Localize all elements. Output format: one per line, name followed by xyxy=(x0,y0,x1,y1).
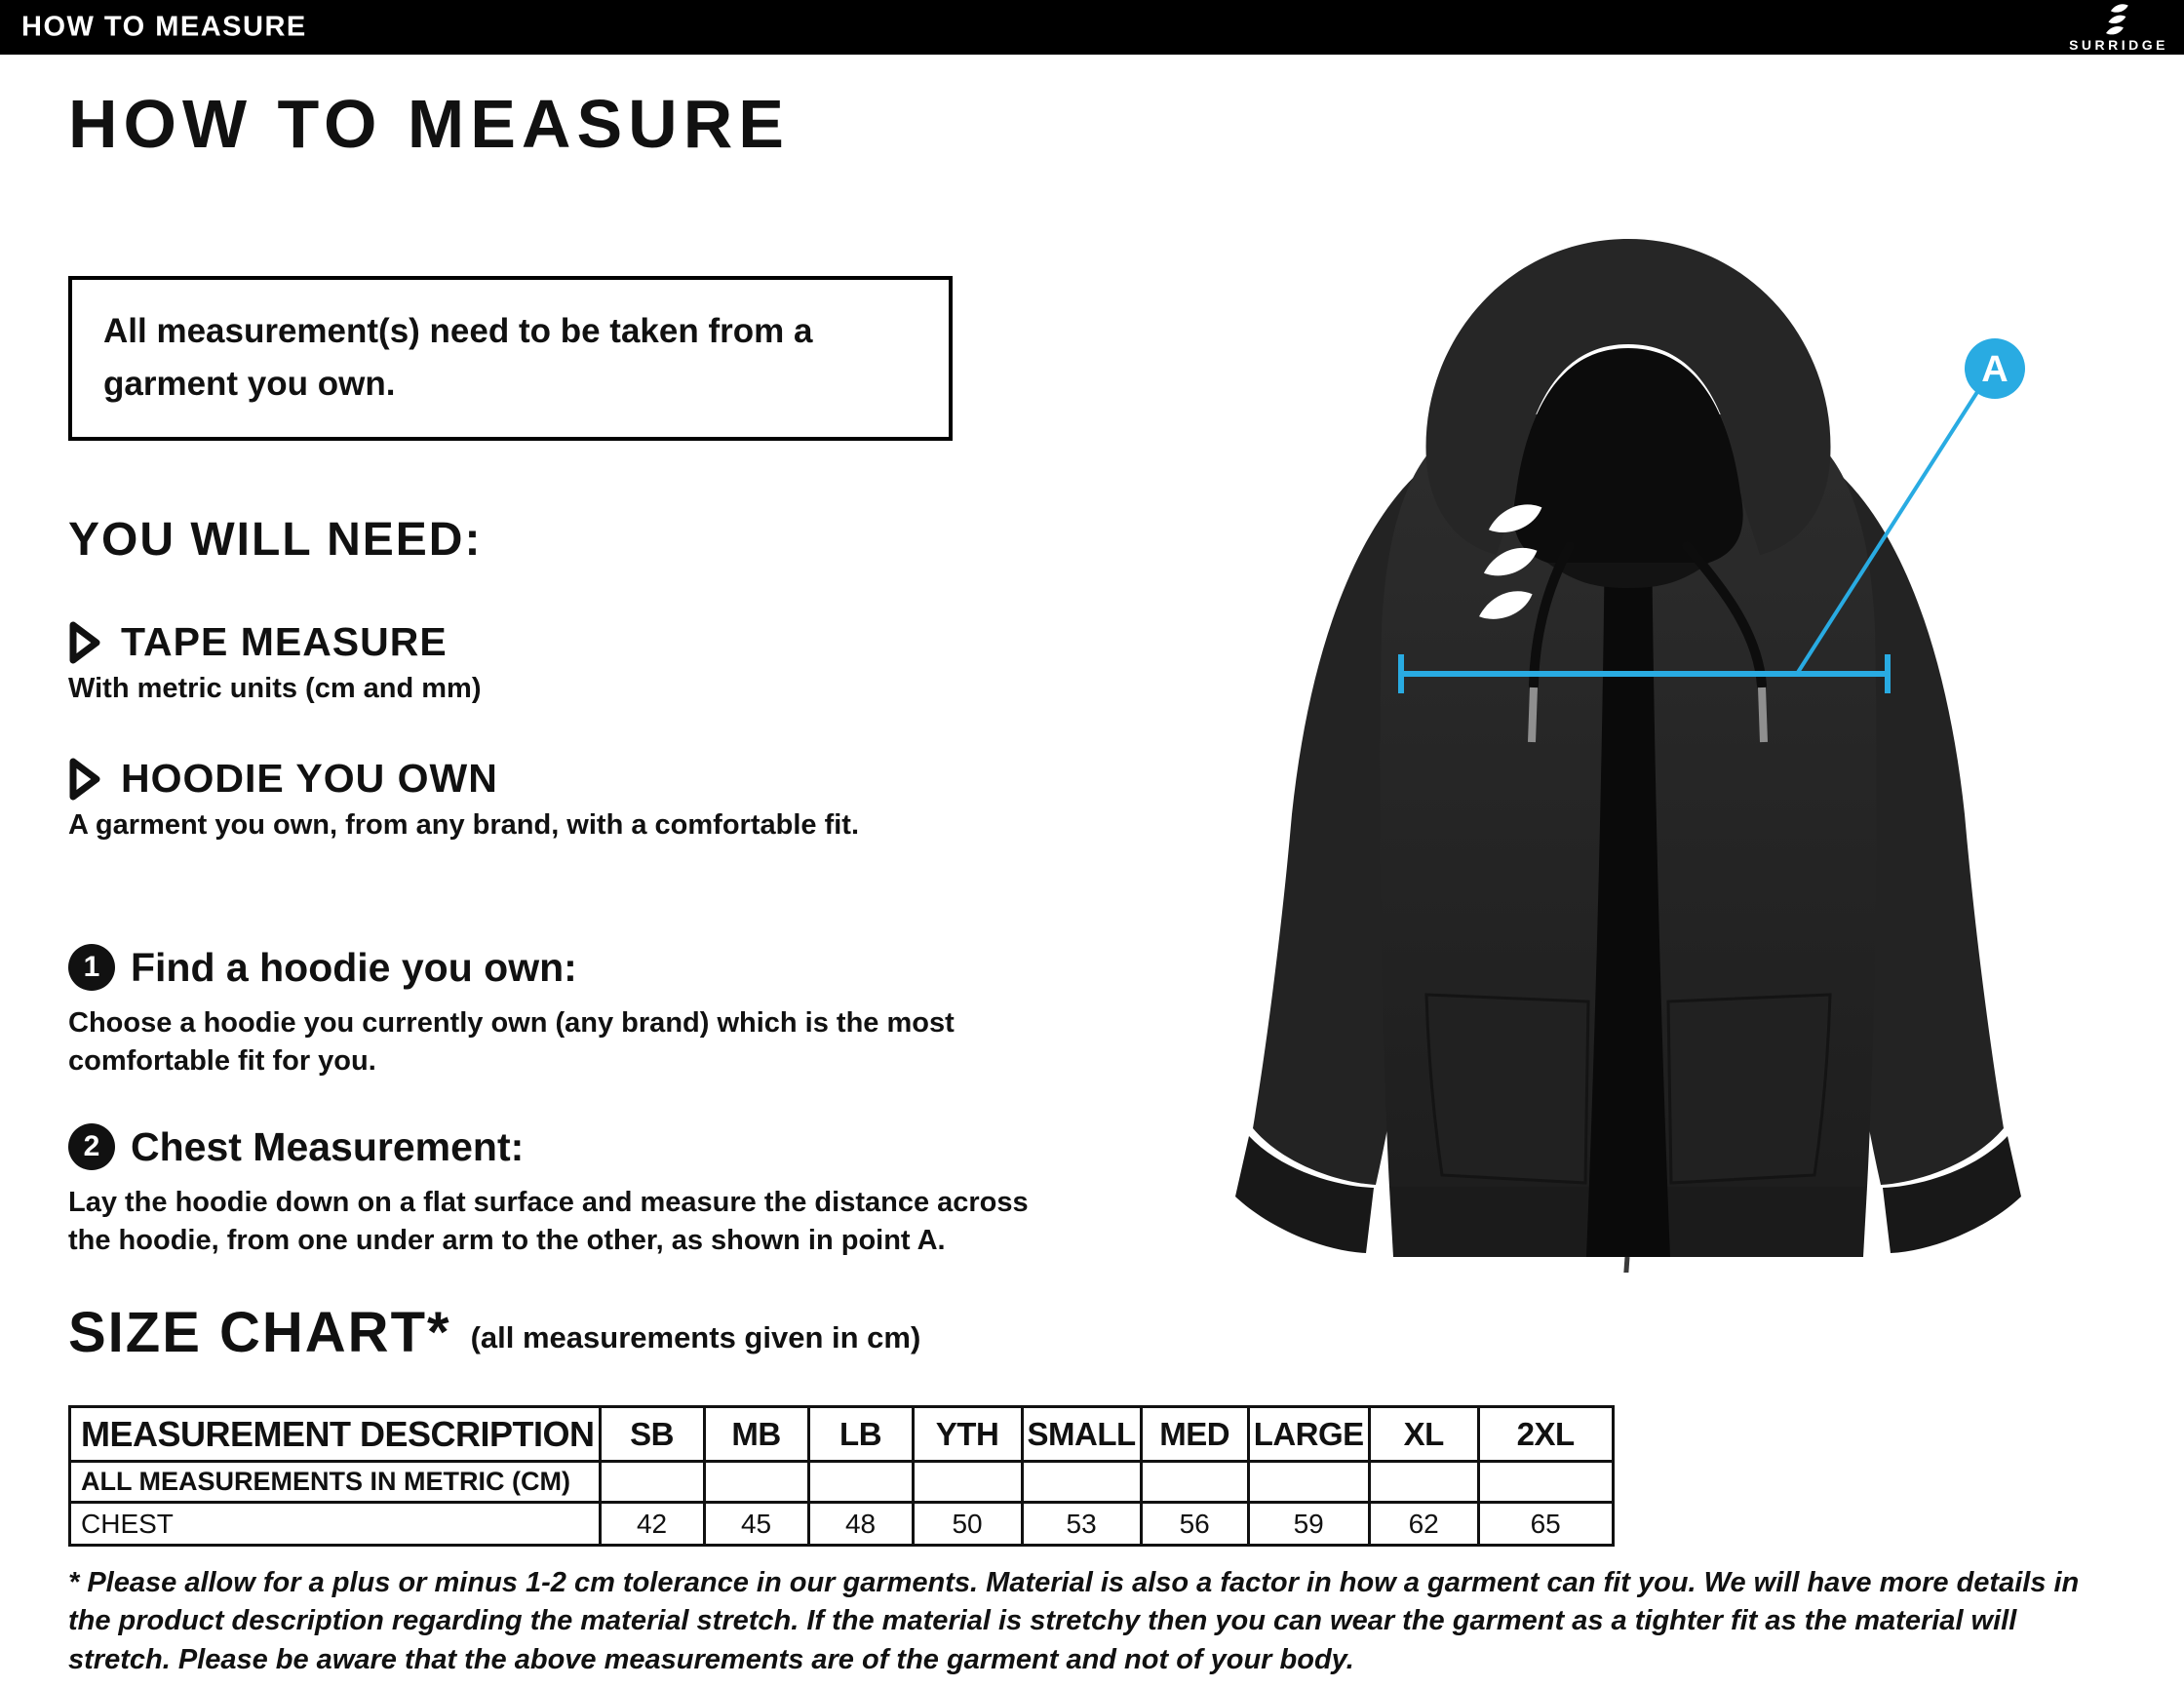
hoodie-pocket-right xyxy=(1666,993,1832,1185)
cell xyxy=(598,1460,706,1504)
cell: 65 xyxy=(1476,1501,1615,1547)
cell xyxy=(702,1460,810,1504)
col-xl: XL xyxy=(1367,1405,1480,1463)
hoodie-hood xyxy=(1425,239,1831,555)
triangle-bullet-icon xyxy=(69,758,100,800)
cell xyxy=(806,1460,915,1504)
surridge-logo: SURRIDGE xyxy=(2069,2,2168,53)
top-bar-title: HOW TO MEASURE xyxy=(21,11,307,43)
cell: 42 xyxy=(598,1501,706,1547)
step-description: Choose a hoodie you currently own (any b… xyxy=(68,1007,955,1078)
hoodie-zip-opening xyxy=(1586,524,1670,1257)
need-item-title: HOODIE YOU OWN xyxy=(121,756,498,801)
you-will-need-heading: YOU WILL NEED: xyxy=(68,514,483,566)
page-title: HOW TO MEASURE xyxy=(68,86,790,162)
table-header-row: MEASUREMENT DESCRIPTION SB MB LB YTH SMA… xyxy=(68,1405,1615,1463)
cell xyxy=(911,1460,1024,1504)
col-yth: YTH xyxy=(911,1405,1024,1463)
size-chart-heading: SIZE CHART* xyxy=(68,1301,451,1364)
cell: 62 xyxy=(1367,1501,1480,1547)
need-item-tape-measure: TAPE MEASURE With metric units (cm and m… xyxy=(68,619,482,705)
col-small: SMALL xyxy=(1020,1405,1143,1463)
top-bar: HOW TO MEASURE SURRIDGE xyxy=(0,0,2184,55)
drawstring-aglet-left xyxy=(1528,687,1538,743)
hoodie-measurement-diagram: A xyxy=(1194,200,2062,1273)
cell: 50 xyxy=(911,1501,1024,1547)
cell xyxy=(1246,1460,1371,1504)
col-lb: LB xyxy=(806,1405,915,1463)
cell xyxy=(1139,1460,1250,1504)
cell: 48 xyxy=(806,1501,915,1547)
surridge-s-icon xyxy=(2106,4,2128,35)
point-a-label: A xyxy=(1981,349,2008,390)
size-chart-subheading: (all measurements given in cm) xyxy=(470,1320,921,1354)
hood-interior xyxy=(1513,348,1743,563)
cell xyxy=(1476,1460,1615,1504)
col-large: LARGE xyxy=(1246,1405,1371,1463)
need-item-title: TAPE MEASURE xyxy=(121,619,448,664)
step-2: 2 Chest Measurement: Lay the hoodie down… xyxy=(68,1123,1029,1260)
size-chart-heading-row: SIZE CHART* (all measurements given in c… xyxy=(68,1305,920,1361)
cell xyxy=(1020,1460,1143,1504)
step-title: Find a hoodie you own: xyxy=(131,944,577,990)
step-number-badge: 2 xyxy=(68,1123,115,1170)
col-measurement-description: MEASUREMENT DESCRIPTION xyxy=(68,1405,602,1463)
triangle-bullet-icon xyxy=(69,621,100,663)
callout-line xyxy=(1795,390,1979,676)
hoodie-illustration: A xyxy=(1235,239,2025,1273)
cell: 45 xyxy=(702,1501,810,1547)
size-chart-table: MEASUREMENT DESCRIPTION SB MB LB YTH SMA… xyxy=(68,1405,1615,1547)
step-1: 1 Find a hoodie you own: Choose a hoodie… xyxy=(68,944,955,1080)
table-row-metric-note: ALL MEASUREMENTS IN METRIC (CM) xyxy=(68,1460,1615,1504)
row-label: CHEST xyxy=(68,1501,602,1547)
col-med: MED xyxy=(1139,1405,1250,1463)
need-item-hoodie: HOODIE YOU OWN A garment you own, from a… xyxy=(68,756,859,842)
cell: 59 xyxy=(1246,1501,1371,1547)
step-description: Lay the hoodie down on a flat surface an… xyxy=(68,1187,1029,1257)
drawstring-right xyxy=(1682,541,1767,690)
drawstring-aglet-right xyxy=(1758,687,1768,743)
collar-shadow xyxy=(1547,563,1709,588)
tolerance-footnote: * Please allow for a plus or minus 1-2 c… xyxy=(68,1567,2080,1675)
drawstring-left xyxy=(1529,541,1575,690)
step-title: Chest Measurement: xyxy=(131,1123,525,1169)
cell xyxy=(1367,1460,1480,1504)
need-item-desc: A garment you own, from any brand, with … xyxy=(68,809,859,841)
table-row-chest: CHEST 42 45 48 50 53 56 59 62 65 xyxy=(68,1501,1615,1547)
notice-box: All measurement(s) need to be taken from… xyxy=(68,276,953,441)
col-mb: MB xyxy=(702,1405,810,1463)
need-item-desc: With metric units (cm and mm) xyxy=(68,673,482,704)
hoodie-pocket-left xyxy=(1424,993,1590,1185)
col-2xl: 2XL xyxy=(1476,1405,1615,1463)
cell: 56 xyxy=(1139,1501,1250,1547)
row-label: ALL MEASUREMENTS IN METRIC (CM) xyxy=(68,1460,602,1504)
step-number-badge: 1 xyxy=(68,944,115,991)
zipper-cord xyxy=(1623,1256,1630,1273)
point-a-marker xyxy=(1965,338,2025,399)
cell: 53 xyxy=(1020,1501,1143,1547)
surridge-s-chest-logo xyxy=(1479,504,1542,619)
surridge-wordmark: SURRIDGE xyxy=(2069,37,2168,53)
col-sb: SB xyxy=(598,1405,706,1463)
